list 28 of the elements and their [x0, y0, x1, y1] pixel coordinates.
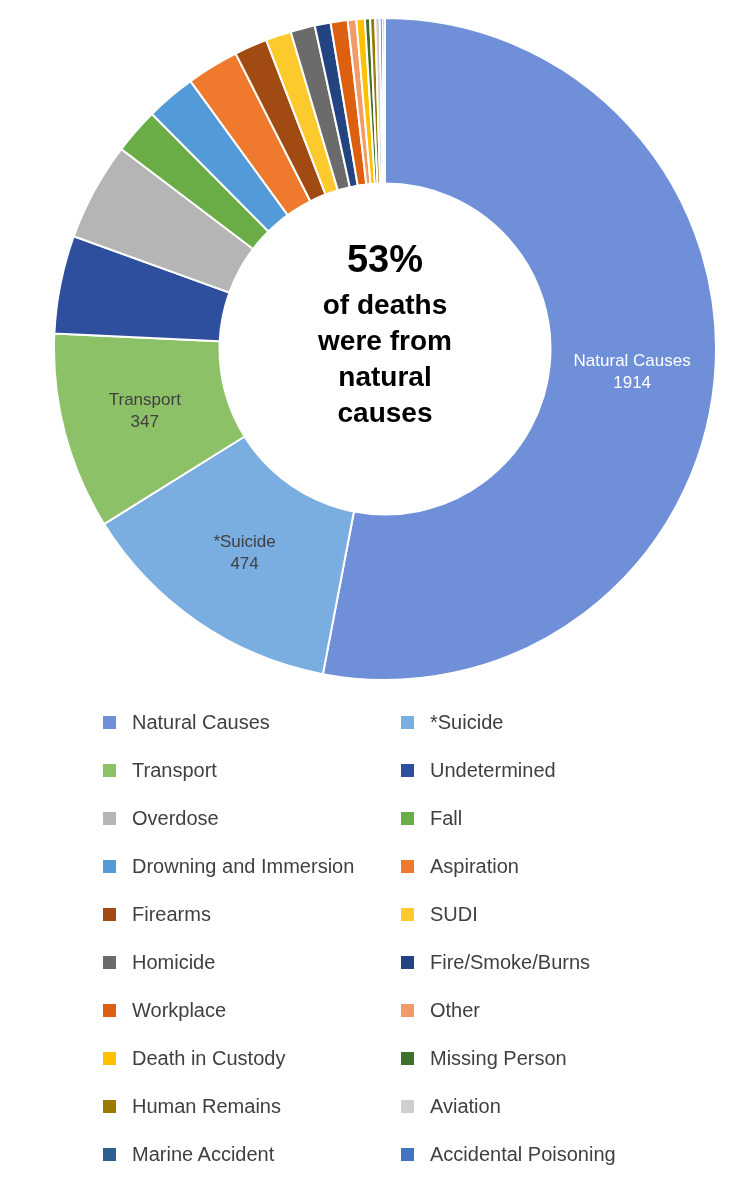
- legend-label: Overdose: [132, 806, 219, 830]
- legend-label: *Suicide: [430, 710, 504, 734]
- data-label: 474: [230, 554, 259, 574]
- data-label: 1914: [613, 373, 652, 393]
- legend-label: Marine Accident: [132, 1142, 275, 1166]
- text: 53%: [345, 238, 425, 281]
- legend-label: Human Remains: [132, 1094, 281, 1118]
- text: of deaths were from natural causes: [317, 288, 453, 430]
- legend-label: Aspiration: [430, 854, 519, 878]
- legend-label: Firearms: [132, 902, 211, 926]
- legend-label: Fall: [430, 806, 463, 830]
- legend-label: Accidental Poisoning: [430, 1142, 616, 1166]
- legend-label: Missing Person: [430, 1046, 567, 1070]
- slice-label: *Suicide: [213, 532, 276, 552]
- slice-label: Transport: [108, 390, 182, 410]
- slice-label: Natural Causes: [573, 351, 691, 371]
- legend-label: SUDI: [430, 902, 478, 926]
- legend-label: Undetermined: [430, 758, 556, 782]
- legend-label: Drowning and Immersion: [132, 854, 355, 878]
- data-label: 347: [130, 412, 159, 432]
- legend-label: Aviation: [430, 1094, 501, 1118]
- legend-label: Transport: [132, 758, 217, 782]
- legend-label: Workplace: [132, 998, 227, 1022]
- legend-label: Death in Custody: [132, 1046, 286, 1070]
- legend-label: Natural Causes: [132, 710, 270, 734]
- legend-label: Other: [430, 998, 481, 1022]
- legend-label: Homicide: [132, 950, 216, 974]
- legend-label: Fire/Smoke/Burns: [430, 950, 591, 974]
